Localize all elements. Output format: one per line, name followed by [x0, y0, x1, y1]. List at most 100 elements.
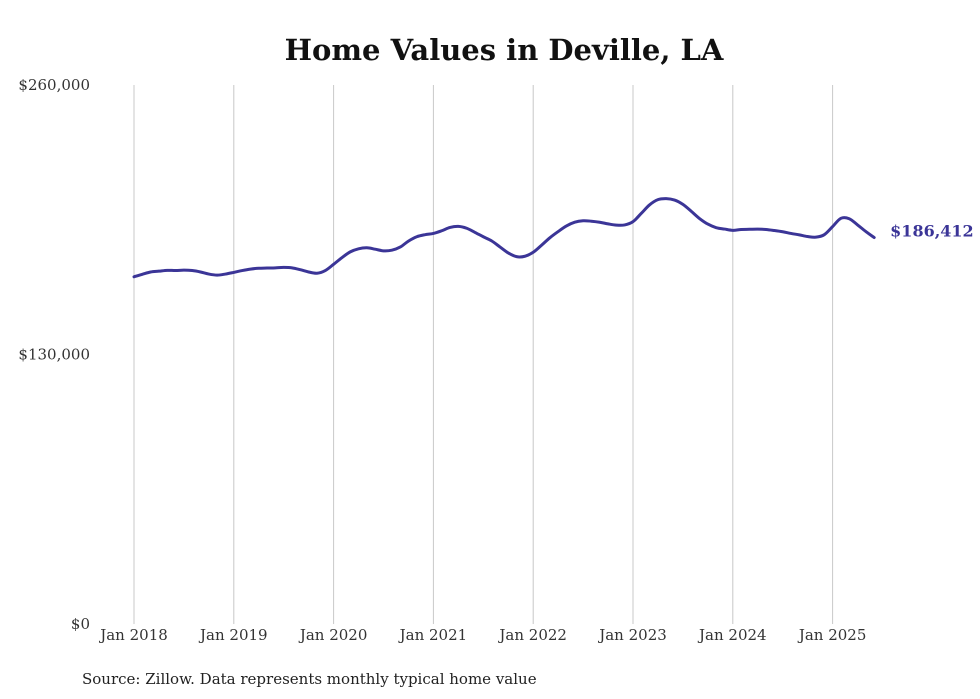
data-point: [681, 202, 685, 206]
data-point: [448, 225, 452, 229]
data-point: [706, 222, 710, 226]
data-point: [415, 235, 419, 239]
data-point: [872, 236, 876, 240]
data-point: [298, 268, 302, 272]
data-point: [440, 229, 444, 233]
data-point: [248, 267, 252, 271]
data-point: [323, 269, 327, 273]
data-point: [606, 222, 610, 226]
data-point: [332, 262, 336, 266]
chart-title: Home Values in Deville, LA: [285, 33, 724, 67]
data-point: [373, 247, 377, 251]
data-point: [431, 231, 435, 235]
data-point: [689, 209, 693, 213]
gridlines: [133, 85, 834, 624]
data-point: [581, 219, 585, 223]
data-point: [556, 230, 560, 234]
data-point: [340, 256, 344, 260]
x-tick-label: Jan 2023: [597, 626, 667, 644]
data-point: [664, 197, 668, 201]
data-point: [315, 271, 319, 275]
data-point: [598, 220, 602, 224]
y-tick-label: $130,000: [18, 346, 90, 364]
data-point: [814, 235, 818, 239]
data-point: [648, 203, 652, 207]
data-point: [722, 227, 726, 231]
data-point: [157, 269, 161, 273]
data-point: [290, 266, 294, 270]
data-point: [481, 235, 485, 239]
data-point: [789, 231, 793, 235]
data-point: [698, 217, 702, 221]
data-point: [847, 217, 851, 221]
data-point: [232, 270, 236, 274]
data-point: [589, 219, 593, 223]
data-point: [490, 239, 494, 243]
data-point: [806, 235, 810, 239]
x-tick-label: Jan 2025: [797, 626, 867, 644]
data-point: [614, 223, 618, 227]
data-point: [656, 198, 660, 202]
data-point: [165, 268, 169, 272]
data-point: [273, 266, 277, 270]
data-point: [207, 272, 211, 276]
data-point: [307, 270, 311, 274]
x-tick-label: Jan 2024: [697, 626, 767, 644]
data-point: [423, 233, 427, 237]
data-point: [831, 225, 835, 229]
data-point: [764, 227, 768, 231]
data-point: [257, 266, 261, 270]
data-point: [797, 233, 801, 237]
data-point: [548, 236, 552, 240]
data-point: [406, 239, 410, 243]
data-point: [506, 251, 510, 255]
data-point: [182, 268, 186, 272]
data-point: [265, 266, 269, 270]
data-point: [348, 250, 352, 254]
data-point: [540, 243, 544, 247]
latest-value-label: $186,412: [890, 222, 974, 241]
data-point: [772, 229, 776, 233]
y-axis-labels: $0 $130,000 $260,000: [18, 76, 90, 633]
data-point: [623, 223, 627, 227]
data-point: [864, 230, 868, 234]
data-point: [473, 230, 477, 234]
data-point: [523, 254, 527, 258]
data-point: [531, 250, 535, 254]
x-tick-label: Jan 2020: [298, 626, 368, 644]
y-tick-label: $0: [71, 615, 90, 633]
data-point: [282, 265, 286, 269]
data-point: [382, 249, 386, 253]
data-point: [190, 269, 194, 273]
data-point: [465, 226, 469, 230]
data-points: [132, 197, 876, 279]
data-point: [639, 211, 643, 215]
home-value-line: [132, 197, 876, 279]
data-point: [223, 272, 227, 276]
data-point: [357, 247, 361, 251]
x-axis-labels: Jan 2018 Jan 2019 Jan 2020 Jan 2021 Jan 2022…: [98, 626, 866, 644]
data-point: [573, 220, 577, 224]
data-point: [174, 269, 178, 273]
data-point: [631, 220, 635, 224]
data-point: [856, 223, 860, 227]
data-point: [731, 228, 735, 232]
data-point: [456, 224, 460, 228]
data-point: [149, 270, 153, 274]
x-tick-label: Jan 2019: [198, 626, 268, 644]
data-point: [498, 245, 502, 249]
x-tick-label: Jan 2018: [98, 626, 168, 644]
data-point: [240, 269, 244, 273]
data-point: [822, 233, 826, 237]
source-note: Source: Zillow. Data represents monthly …: [82, 670, 537, 688]
data-point: [515, 255, 519, 259]
data-point: [215, 273, 219, 277]
data-point: [199, 270, 203, 274]
data-point: [390, 248, 394, 252]
y-tick-label: $260,000: [18, 76, 90, 94]
data-point: [714, 226, 718, 230]
data-point: [739, 227, 743, 231]
data-point: [132, 275, 136, 279]
data-point: [564, 224, 568, 228]
